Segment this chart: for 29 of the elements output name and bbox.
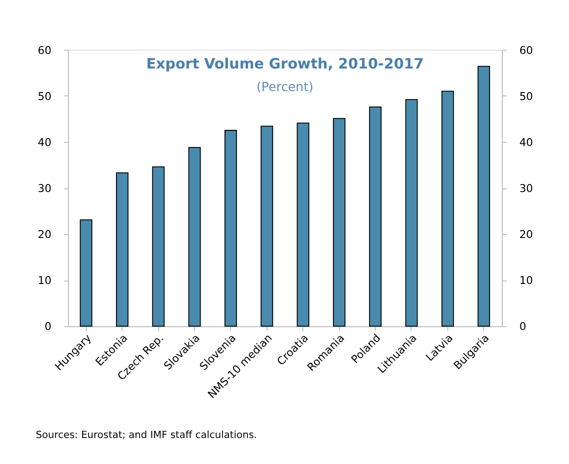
- bar: [116, 172, 128, 327]
- y-tick-label: 0: [44, 320, 52, 334]
- bar: [188, 146, 201, 327]
- y2-tick-label: 30: [519, 182, 534, 196]
- text: (Percent): [256, 78, 314, 94]
- bar: [332, 118, 346, 327]
- y2-tick-label: 0: [519, 320, 526, 334]
- bar: [224, 130, 237, 327]
- bar: [152, 166, 165, 327]
- bar: [369, 106, 382, 327]
- y-tick-label: 40: [38, 136, 52, 149]
- y2-tick-label: 40: [519, 136, 534, 149]
- bar: [405, 99, 418, 327]
- y2-tick-label: 60: [519, 44, 534, 57]
- bar: [441, 90, 454, 327]
- y2-tick-label: 10: [519, 274, 534, 288]
- y-tick-label: 20: [38, 228, 52, 242]
- y-tick-label: 50: [38, 90, 52, 103]
- y-tick-label: 30: [38, 182, 52, 196]
- y2-tick-label: 20: [519, 228, 534, 242]
- y-tick-label: 10: [38, 274, 52, 288]
- y-tick-label: 60: [38, 44, 52, 57]
- bar: [260, 126, 274, 327]
- bar: [80, 219, 92, 327]
- source-note: Sources: Eurostat; and IMF staff calculations.: [36, 430, 257, 442]
- y2-tick-label: 50: [519, 90, 534, 103]
- text: Export Volume Growth, 2010-2017: [146, 56, 424, 73]
- bar: [296, 122, 310, 327]
- bar: [478, 66, 490, 327]
